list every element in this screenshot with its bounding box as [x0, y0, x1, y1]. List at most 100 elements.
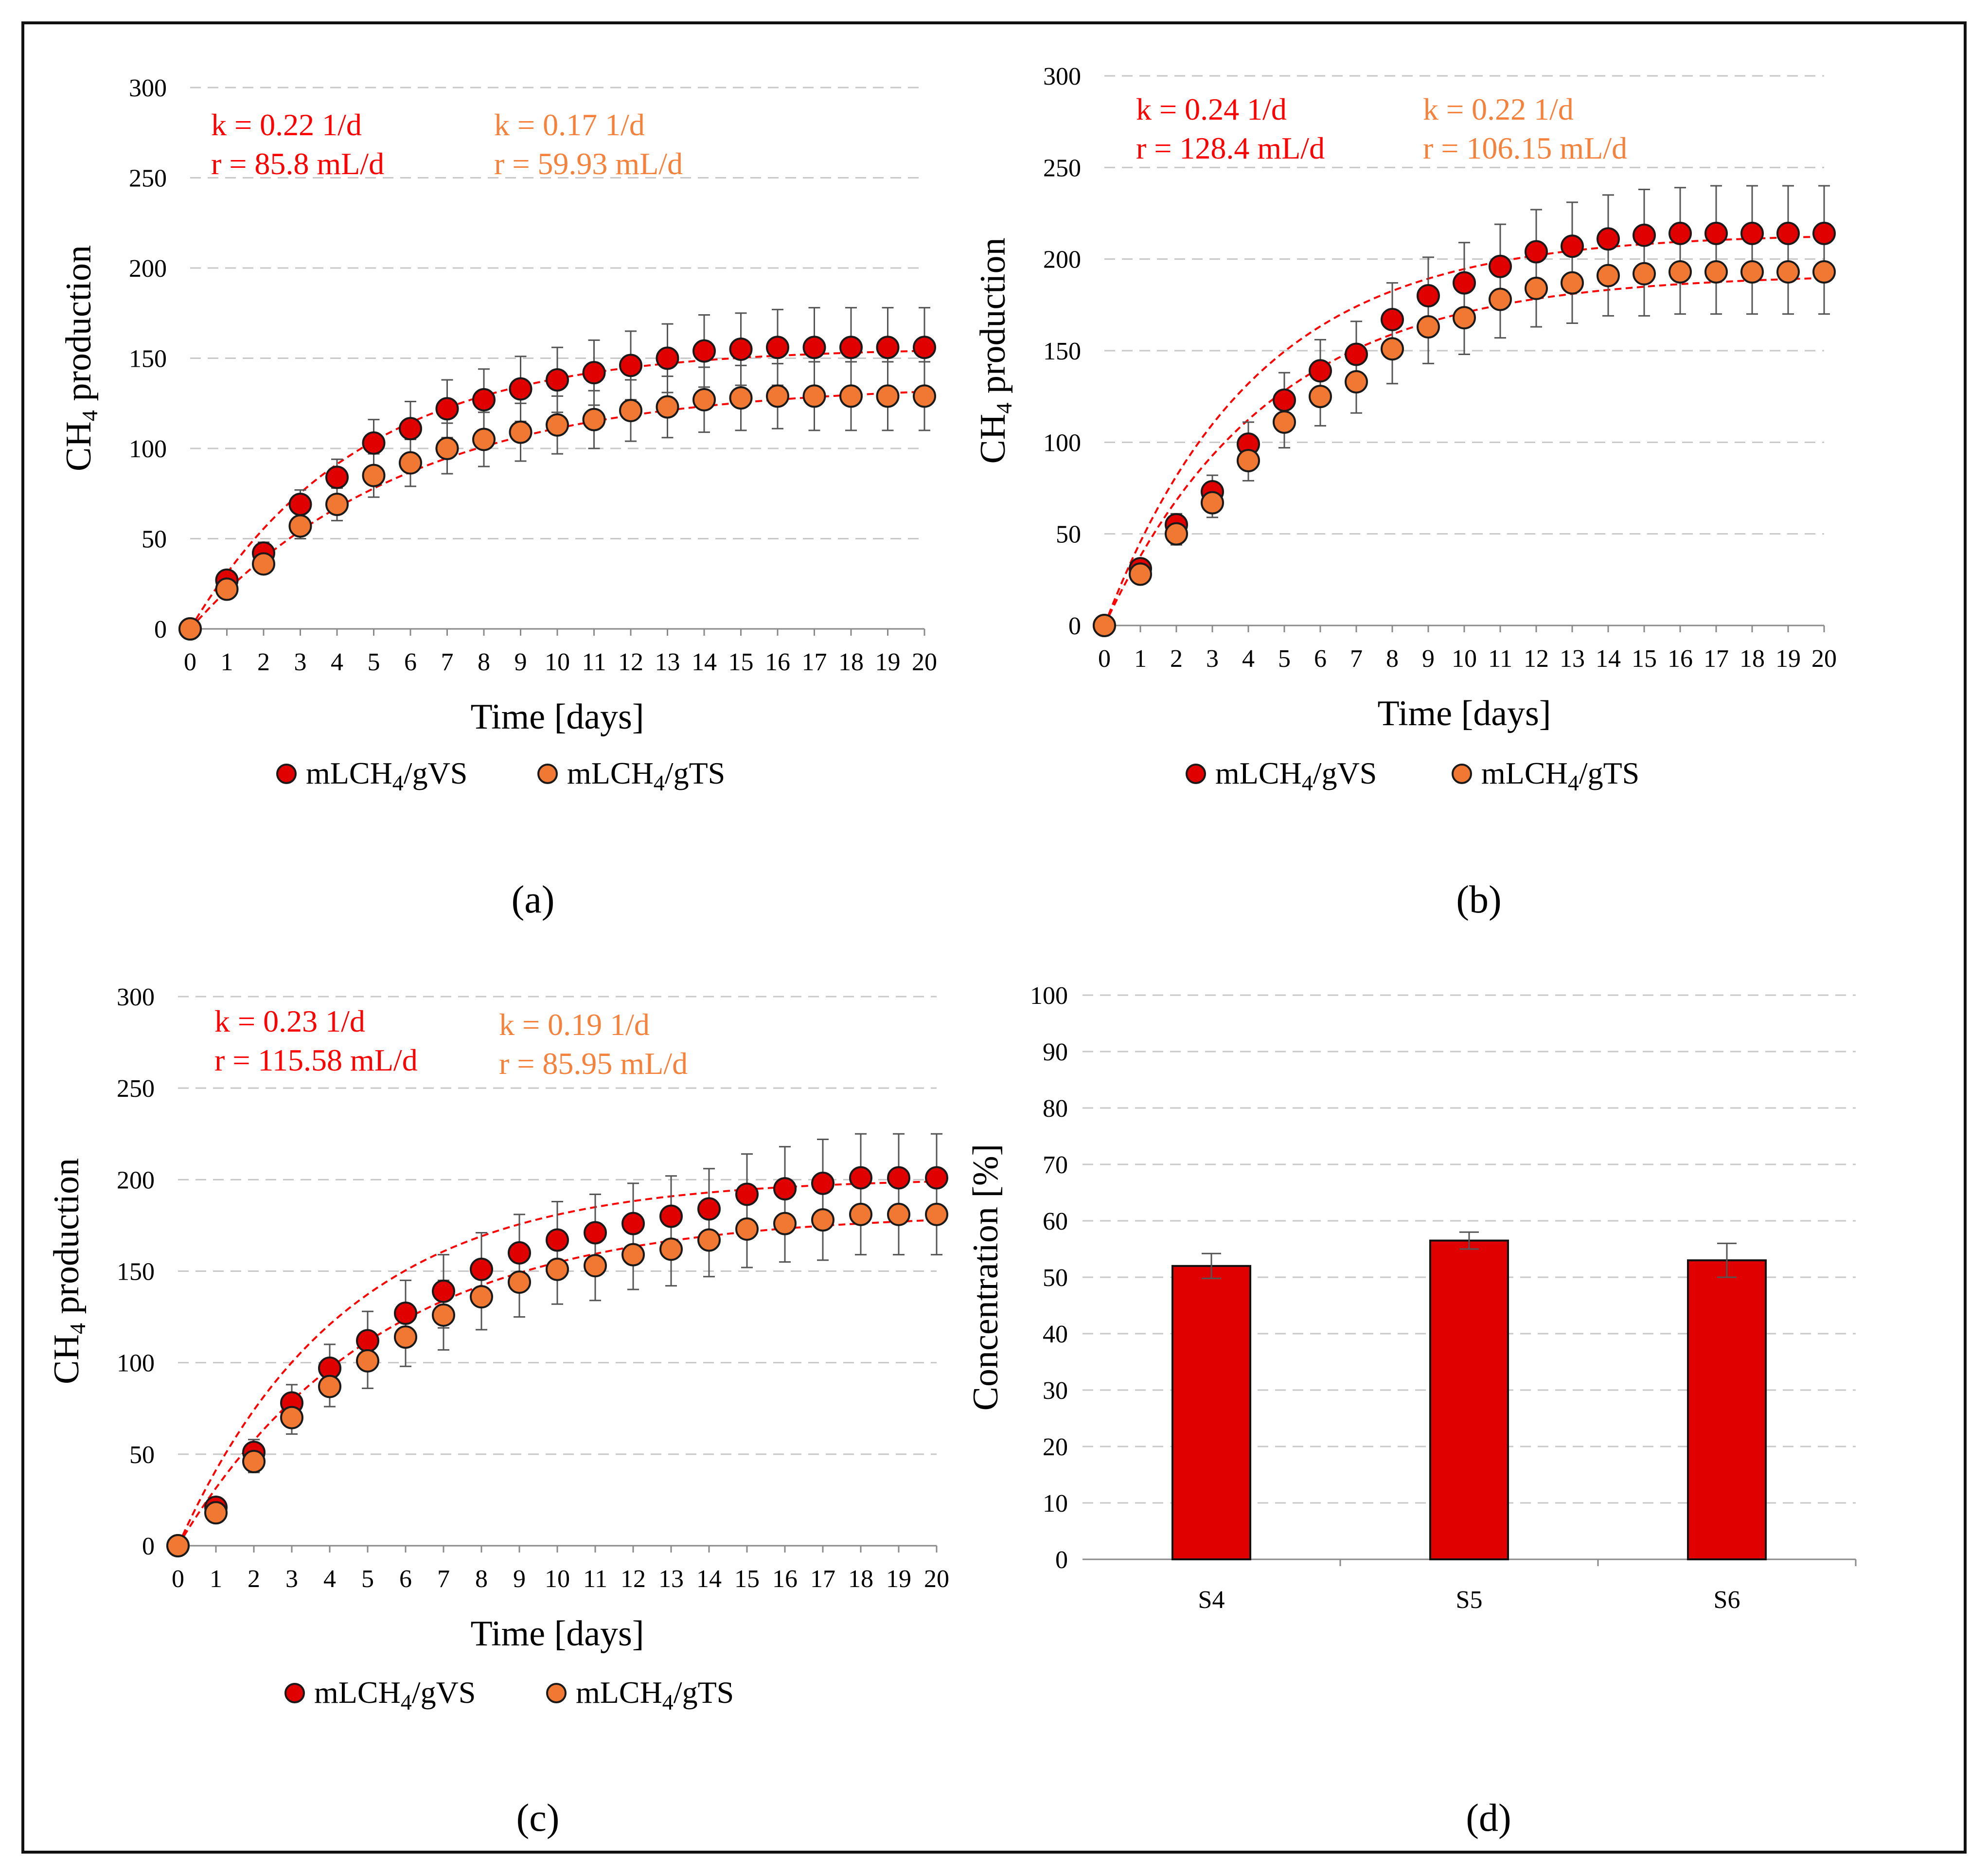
data-point-ts: [356, 1349, 379, 1373]
data-point-ts: [773, 1212, 797, 1235]
data-point-ts: [656, 395, 679, 419]
y-axis-title: CH4 production: [47, 1158, 90, 1384]
y-tick-label: 10: [1043, 1490, 1068, 1518]
data-point-vs: [1740, 221, 1764, 245]
y-axis-title: CH4 production: [973, 238, 1016, 464]
data-point-ts: [766, 384, 789, 408]
x-tick-label: 9: [1422, 645, 1435, 673]
data-point-vs: [1273, 388, 1296, 412]
x-tick-label: 17: [802, 648, 827, 676]
data-point-ts: [288, 514, 312, 538]
data-point-ts: [1561, 271, 1584, 295]
y-tick-label: 70: [1043, 1151, 1068, 1179]
y-tick-label: 100: [129, 435, 167, 463]
x-tick-label: 10: [545, 648, 570, 676]
data-point-ts: [242, 1449, 266, 1473]
label-part: production: [973, 238, 1013, 403]
legend-marker-vs: [276, 764, 297, 784]
x-tick-label: 20: [924, 1565, 949, 1593]
x-tick-label: 2: [1170, 645, 1183, 673]
data-point-ts: [811, 1208, 834, 1232]
annotation-r-ts: r = 59.93 mL/d: [494, 146, 683, 181]
data-point-vs: [735, 1182, 759, 1206]
y-tick-label: 200: [1043, 246, 1081, 274]
x-tick-label: 13: [658, 1565, 684, 1593]
data-point-ts: [802, 384, 826, 408]
data-point-vs: [697, 1197, 721, 1221]
legend-marker-ts: [537, 764, 558, 784]
data-point-vs: [1489, 254, 1512, 278]
x-tick-label: 18: [838, 648, 864, 676]
bar-s6: [1687, 1259, 1767, 1560]
data-point-vs: [925, 1166, 948, 1190]
legend-marker-ts: [546, 1683, 567, 1703]
data-point-ts: [204, 1501, 228, 1525]
data-point-vs: [849, 1166, 872, 1190]
data-point-ts: [509, 420, 532, 444]
y-tick-label: 50: [129, 1441, 155, 1469]
subscript-4: 4: [662, 1690, 674, 1714]
x-tick-label: 7: [1350, 645, 1363, 673]
y-tick-label: 0: [1055, 1546, 1068, 1574]
x-tick-label: 15: [1632, 645, 1657, 673]
label-part: CH: [59, 421, 99, 471]
x-category-label: S6: [1714, 1586, 1740, 1614]
data-point-ts: [621, 1243, 645, 1267]
x-tick-label: 13: [655, 648, 680, 676]
label-part: mLCH: [567, 756, 654, 790]
data-point-ts: [432, 1303, 455, 1327]
y-tick-label: 100: [117, 1350, 155, 1377]
y-tick-label: 30: [1043, 1377, 1068, 1405]
x-tick-label: 8: [475, 1565, 488, 1593]
x-tick-label: 20: [912, 648, 937, 676]
panel-label: (a): [512, 878, 555, 921]
x-tick-label: 17: [1704, 645, 1729, 673]
y-tick-label: 250: [1043, 154, 1081, 182]
subscript-4: 4: [401, 1690, 412, 1714]
y-axis-title: CH4 production: [59, 245, 102, 471]
x-tick-label: 12: [1524, 645, 1549, 673]
data-point-ts: [166, 1534, 190, 1557]
x-tick-label: 15: [728, 648, 754, 676]
label-part: /gTS: [1579, 756, 1639, 790]
x-tick-label: 5: [361, 1565, 374, 1593]
data-point-ts: [472, 428, 496, 451]
legend-marker-vs: [284, 1683, 305, 1703]
x-tick-label: 18: [848, 1565, 873, 1593]
data-point-vs: [1381, 307, 1404, 331]
x-tick-label: 3: [285, 1565, 298, 1593]
annotation-r-vs: r = 115.58 mL/d: [214, 1043, 418, 1077]
data-point-vs: [802, 336, 826, 359]
y-axis-title: Concentration [%]: [966, 1144, 1006, 1411]
legend-label-vs: mLCH4/gVS: [1215, 756, 1377, 795]
data-point-ts: [215, 577, 239, 601]
data-point-ts: [399, 451, 422, 475]
subscript-4: 4: [1568, 770, 1579, 795]
x-tick-label: 15: [734, 1565, 760, 1593]
data-point-ts: [280, 1406, 303, 1429]
x-tick-label: 4: [323, 1565, 336, 1593]
data-point-ts: [435, 437, 459, 460]
y-tick-label: 60: [1043, 1208, 1068, 1235]
data-point-ts: [839, 384, 863, 408]
x-tick-label: 3: [294, 648, 307, 676]
x-tick-label: 19: [1775, 645, 1801, 673]
label-part: /gVS: [412, 1675, 476, 1710]
x-category-label: S5: [1456, 1586, 1483, 1614]
label-part: production: [47, 1158, 87, 1323]
x-tick-label: 2: [257, 648, 270, 676]
data-point-vs: [1776, 221, 1800, 245]
x-tick-label: 8: [1386, 645, 1399, 673]
x-tick-label: 6: [399, 1565, 412, 1593]
label-part: production: [59, 245, 99, 410]
y-tick-label: 150: [117, 1258, 155, 1286]
data-point-ts: [1273, 410, 1296, 434]
data-point-ts: [508, 1270, 531, 1294]
x-axis-title: Time [days]: [471, 697, 644, 737]
x-tick-label: 4: [331, 648, 343, 676]
data-point-vs: [509, 377, 532, 401]
x-tick-label: 20: [1811, 645, 1837, 673]
x-tick-label: 16: [1668, 645, 1693, 673]
x-tick-label: 1: [221, 648, 233, 676]
subscript-4: 4: [654, 770, 665, 795]
